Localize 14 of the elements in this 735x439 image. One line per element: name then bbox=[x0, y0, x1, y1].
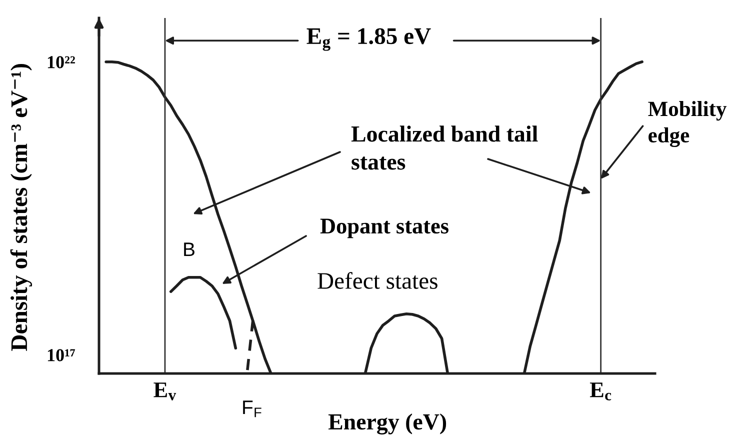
annotation: Defect states bbox=[318, 272, 438, 289]
x-axis-title: Energy (eV) bbox=[328, 414, 446, 434]
y-tick-label: 10¹⁷ bbox=[48, 349, 76, 362]
x-tick-label: E$_{v}$ bbox=[154, 382, 176, 400]
annotation: Localized band tail states bbox=[351, 126, 538, 170]
annotation: Mobility edge bbox=[648, 101, 727, 148]
annotation: Dopant states bbox=[320, 218, 448, 238]
y-axis-title: Density of states (cm⁻³ eV⁻¹) bbox=[10, 64, 32, 351]
x-tick-label: E$_{c}$ bbox=[590, 382, 612, 400]
annotation: E$_{g}$ = 1.85 eV bbox=[306, 28, 431, 51]
annotation: B bbox=[184, 242, 194, 256]
text: F$_{F}$ bbox=[243, 400, 262, 418]
line-series bbox=[169, 276, 238, 350]
y-tick-label: 10²² bbox=[48, 56, 75, 68]
